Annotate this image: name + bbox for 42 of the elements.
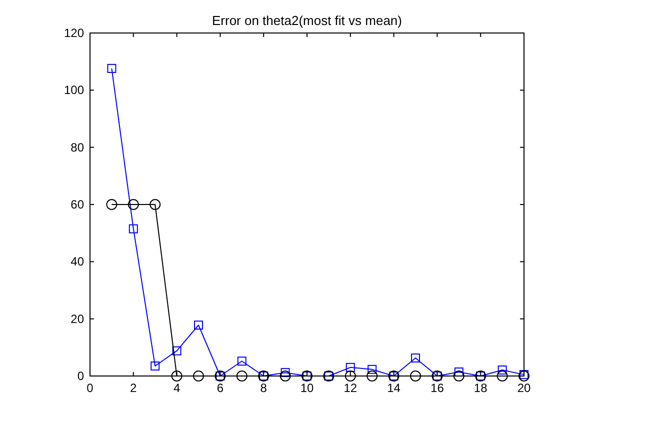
point [172,346,182,356]
y-tick-label: 60 [70,198,84,212]
x-tick-label: 2 [130,381,138,395]
point [344,370,356,382]
point [171,370,182,382]
y-tick-label: 40 [70,254,84,269]
point [366,370,378,382]
point [128,199,139,210]
x-tick-label: 4 [173,381,180,395]
point [368,364,377,374]
point [237,356,246,366]
x-tick-label: 0 [86,381,94,395]
y-tick-label: 20 [70,312,84,326]
point [498,365,507,374]
point [411,353,420,362]
point [193,370,204,382]
point [106,199,118,210]
point [453,370,464,382]
x-tick-label: 8 [260,381,268,395]
point [280,368,290,378]
x-tick-label: 14 [387,381,401,395]
point [236,370,248,382]
x-tick-label: 18 [474,381,488,395]
point [194,320,203,330]
point [410,370,421,382]
x-tick-label: 20 [517,381,531,395]
point [107,64,116,73]
y-tick-label: 120 [64,26,84,40]
point [150,361,160,370]
point [496,370,508,382]
point [128,224,138,234]
point [346,362,355,372]
x-tick-label: 6 [216,381,224,395]
point [280,370,291,382]
x-tick-label: 10 [300,381,314,395]
point [150,199,161,210]
y-tick-label: 0 [77,369,84,383]
chart-title: Error on theta2(most fit vs mean) [212,13,402,28]
x-tick-label: 16 [430,381,444,395]
x-tick-label: 12 [344,381,358,395]
y-tick-label: 100 [64,83,84,98]
y-tick-label: 80 [70,140,84,154]
